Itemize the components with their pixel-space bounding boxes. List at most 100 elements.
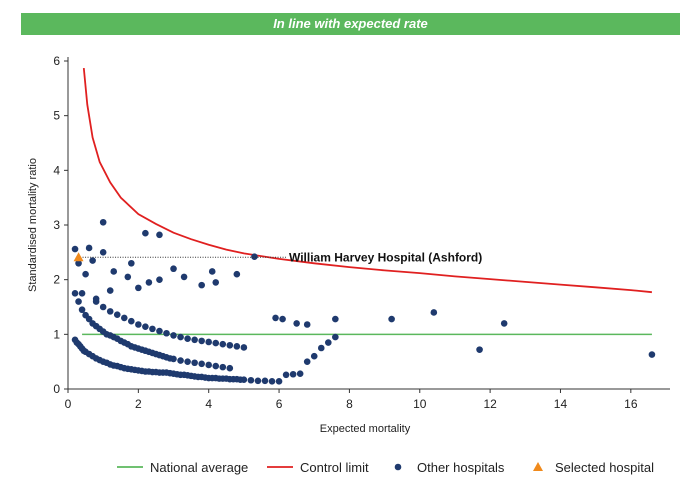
other-hospital-point	[106, 287, 114, 294]
other-hospital-point	[430, 309, 438, 316]
other-hospital-point	[240, 344, 248, 351]
other-hospital-point	[219, 363, 227, 371]
other-hospital-point	[500, 320, 508, 327]
selected-hospital-point	[73, 252, 84, 262]
other-hospital-point	[303, 358, 311, 365]
other-hospital-point	[212, 339, 220, 347]
y-tick-label: 4	[53, 163, 60, 177]
y-tick-label: 3	[53, 218, 60, 232]
other-hospital-point	[233, 270, 241, 278]
other-hospital-point	[170, 265, 177, 273]
other-hospital-point	[135, 284, 142, 292]
other-hospital-point	[325, 339, 332, 346]
other-hospital-point	[113, 311, 121, 318]
other-hospital-point	[71, 245, 79, 253]
other-hospital-point	[247, 376, 255, 384]
x-tick-label: 12	[483, 397, 497, 411]
x-tick-label: 0	[65, 397, 72, 411]
other-hospital-point	[254, 377, 262, 385]
x-tick-label: 4	[205, 397, 212, 411]
other-hospital-point	[78, 306, 86, 314]
other-hospital-point	[332, 315, 339, 323]
other-hospital-point	[198, 337, 205, 345]
other-hospital-point	[85, 244, 93, 252]
other-hospital-point	[212, 362, 220, 370]
rating-banner: In line with expected rate	[21, 13, 680, 35]
annotation-label: William Harvey Hospital (Ashford)	[289, 250, 482, 264]
other-hospital-point	[142, 229, 149, 237]
other-hospital-point	[75, 259, 82, 267]
other-hospital-point	[149, 325, 156, 333]
other-hospital-point	[275, 378, 283, 385]
other-hospital-point	[99, 218, 107, 226]
other-hospital-point	[233, 343, 241, 350]
other-hospital-point	[198, 360, 205, 368]
other-hospital-point	[85, 315, 93, 323]
other-hospital-point	[251, 253, 258, 261]
y-axis-title: Standardised mortality ratio	[27, 158, 39, 292]
other-hospital-point	[293, 320, 300, 327]
other-hospital-point	[170, 355, 177, 363]
other-hospital-point	[156, 276, 163, 283]
other-hospital-point	[261, 377, 269, 385]
other-hospital-point	[303, 321, 311, 328]
control-limit-curve	[82, 68, 652, 294]
other-hospital-point	[226, 341, 234, 349]
other-hospital-point	[212, 279, 220, 286]
legend: National average Control limit Other hospi…	[117, 460, 654, 475]
other-hospital-point	[78, 290, 86, 297]
other-hospital-point	[191, 336, 198, 344]
other-hospital-point	[82, 270, 89, 278]
other-hospital-point	[145, 279, 153, 286]
other-hospital-point	[106, 308, 114, 315]
other-hospital-point	[128, 259, 135, 267]
other-hospital-point	[99, 249, 107, 256]
other-hospital-point	[268, 378, 276, 385]
annotation-layer: William Harvey Hospital (Ashford)	[82, 250, 482, 264]
other-hospital-point	[226, 364, 234, 372]
other-hospital-point	[184, 358, 191, 365]
plot-series	[71, 68, 656, 385]
other-hospital-point	[156, 327, 163, 335]
legend-control-label: Control limit	[300, 460, 369, 475]
y-tick-label: 0	[53, 382, 60, 396]
other-hospital-point	[205, 361, 213, 369]
legend-selected-label: Selected hospital	[555, 460, 654, 475]
x-axis-title: Expected mortality	[320, 423, 411, 435]
x-tick-label: 10	[413, 397, 427, 411]
legend-other-swatch	[394, 463, 402, 471]
other-hospital-point	[71, 290, 79, 297]
other-hospital-point	[163, 329, 170, 337]
legend-national-label: National average	[150, 460, 248, 475]
other-hospital-point	[205, 338, 213, 346]
x-tick-label: 14	[554, 397, 568, 411]
y-tick-label: 6	[53, 54, 60, 68]
other-hospital-point	[135, 321, 142, 328]
other-hospital-point	[279, 315, 286, 323]
other-hospital-point	[92, 298, 100, 305]
other-hospital-point	[120, 314, 128, 322]
other-hospital-point	[191, 359, 198, 367]
other-hospital-point	[272, 314, 279, 322]
other-hospital-point	[289, 370, 297, 378]
other-hospital-point	[124, 273, 132, 281]
other-hospital-point	[332, 333, 339, 341]
other-hospital-point	[208, 268, 216, 275]
other-hospital-point	[128, 317, 135, 325]
other-hospital-point	[170, 332, 177, 339]
other-hospital-point	[648, 351, 656, 358]
y-tick-label: 5	[53, 109, 60, 123]
y-tick-label: 1	[53, 327, 60, 341]
other-hospital-point	[388, 315, 395, 323]
other-hospital-point	[219, 340, 227, 348]
other-hospital-point	[89, 257, 96, 264]
legend-selected-swatch	[533, 462, 543, 471]
x-tick-label: 8	[346, 397, 353, 411]
other-hospital-point	[177, 333, 184, 341]
other-hospital-point	[317, 344, 325, 352]
y-tick-label: 2	[53, 273, 60, 287]
other-hospital-point	[180, 273, 188, 281]
legend-other-label: Other hospitals	[417, 460, 505, 475]
other-hospital-point	[198, 281, 205, 289]
